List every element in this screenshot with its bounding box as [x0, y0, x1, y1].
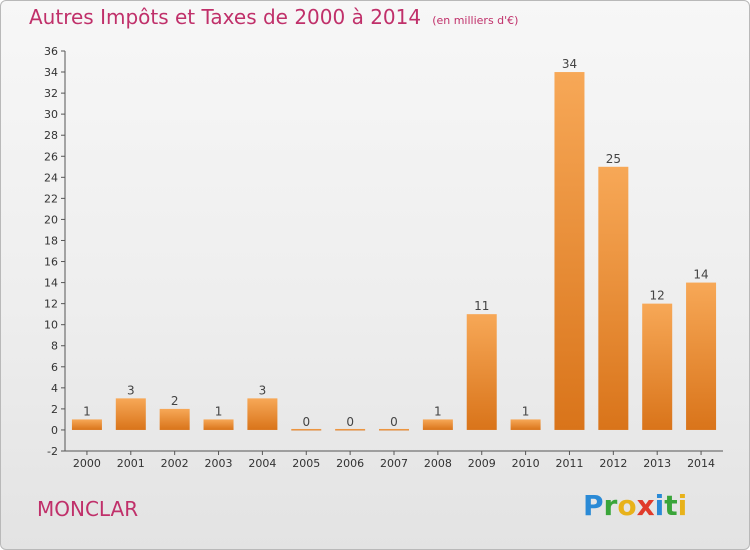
bar	[466, 314, 497, 430]
logo-letter: x	[636, 489, 655, 522]
title-text: Autres Impôts et Taxes de 2000 à 2014	[29, 5, 422, 29]
bar	[379, 428, 409, 431]
y-tick-label: 0	[51, 424, 58, 437]
chart-title: Autres Impôts et Taxes de 2000 à 2014 (e…	[29, 5, 518, 29]
data-label: 14	[693, 268, 708, 282]
y-tick-label: 6	[51, 361, 58, 374]
proxiti-logo: Proxiti	[583, 489, 687, 522]
y-tick-label: -2	[47, 445, 58, 458]
y-tick-label: 10	[44, 319, 58, 332]
x-tick-label: 2011	[555, 457, 583, 470]
data-label: 34	[562, 57, 577, 71]
bars-group	[71, 72, 717, 431]
bar	[247, 398, 278, 430]
bar	[335, 428, 366, 431]
town-name: MONCLAR	[37, 497, 139, 521]
logo-letter: i	[677, 489, 688, 522]
data-label: 11	[474, 299, 489, 313]
data-label: 0	[346, 415, 354, 429]
y-tick-label: 28	[44, 129, 58, 142]
logo-letter: i	[654, 489, 665, 522]
logo-letter: P	[583, 489, 604, 522]
data-label: 1	[83, 404, 91, 418]
unit-text: (en milliers d'€)	[432, 14, 519, 27]
x-tick-label: 2002	[161, 457, 189, 470]
y-tick-label: 24	[44, 171, 58, 184]
y-tick-label: 36	[44, 45, 58, 58]
x-tick-label: 2014	[687, 457, 715, 470]
x-tick-label: 2012	[599, 457, 627, 470]
y-tick-label: 22	[44, 192, 58, 205]
x-tick-label: 2010	[512, 457, 540, 470]
data-label: 0	[302, 415, 310, 429]
y-tick-label: 12	[44, 298, 58, 311]
y-tick-label: 16	[44, 256, 58, 269]
y-tick-label: 20	[44, 213, 58, 226]
bar	[598, 166, 629, 430]
bar	[291, 428, 322, 431]
y-tick-label: 18	[44, 234, 58, 247]
data-label: 1	[215, 404, 223, 418]
y-tick-label: 34	[44, 66, 58, 79]
bar	[510, 419, 541, 430]
data-label: 1	[522, 404, 530, 418]
x-tick-label: 2008	[424, 457, 452, 470]
bar	[422, 419, 453, 430]
data-label: 3	[259, 383, 267, 397]
x-tick-label: 2004	[248, 457, 276, 470]
bar	[554, 72, 585, 430]
data-label: 0	[390, 415, 398, 429]
y-tick-label: 14	[44, 277, 58, 290]
y-tick-label: 2	[51, 403, 58, 416]
bar	[686, 282, 717, 430]
x-tick-label: 2009	[468, 457, 496, 470]
y-tick-label: 8	[51, 340, 58, 353]
data-label: 25	[606, 152, 621, 166]
logo-letter: o	[617, 489, 637, 522]
logo-letter: r	[603, 489, 618, 522]
y-tick-label: 26	[44, 150, 58, 163]
data-label: 3	[127, 383, 135, 397]
logo-letter: t	[664, 489, 678, 522]
x-tick-label: 2006	[336, 457, 364, 470]
data-label: 1	[434, 404, 442, 418]
data-label: 12	[650, 289, 665, 303]
x-tick-label: 2013	[643, 457, 671, 470]
bar	[115, 398, 146, 430]
y-tick-label: 30	[44, 108, 58, 121]
data-label: 2	[171, 394, 179, 408]
bar	[71, 419, 102, 430]
y-tick-label: 32	[44, 87, 58, 100]
x-tick-label: 2003	[205, 457, 233, 470]
bar	[642, 303, 673, 430]
bar	[159, 408, 190, 430]
x-tick-label: 2007	[380, 457, 408, 470]
bar	[203, 419, 234, 430]
x-tick-label: 2000	[73, 457, 101, 470]
x-tick-label: 2005	[292, 457, 320, 470]
y-tick-label: 4	[51, 382, 58, 395]
x-tick-label: 2001	[117, 457, 145, 470]
